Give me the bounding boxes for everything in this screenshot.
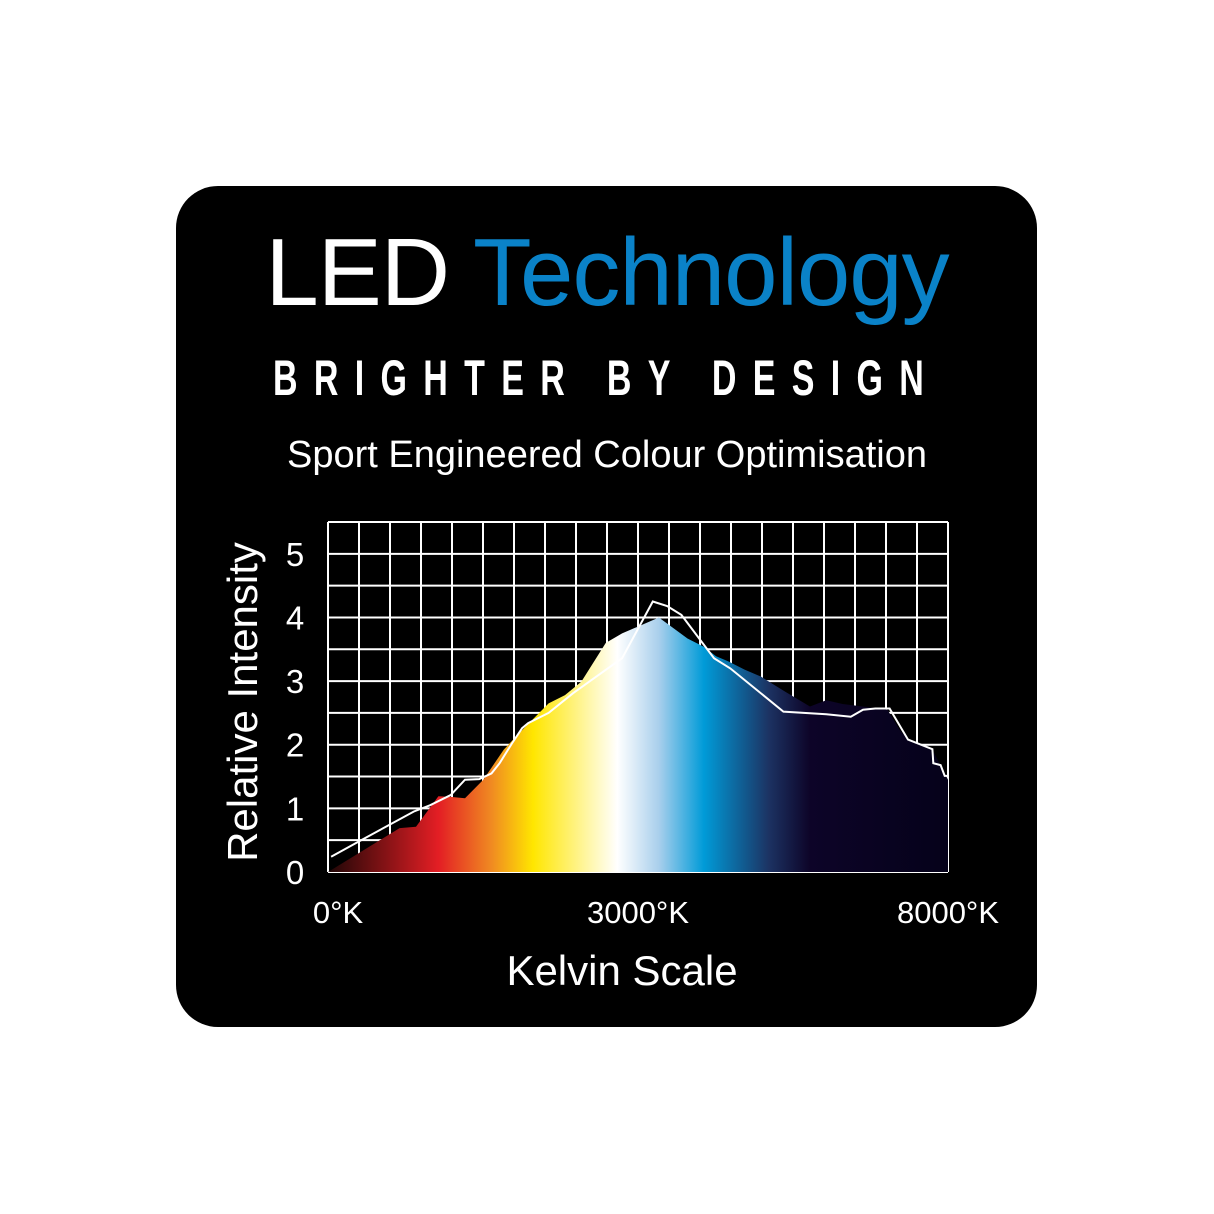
tagline-text: BRIGHTER BY DESIGN xyxy=(273,350,941,406)
x-tick-label: 8000°K xyxy=(897,895,999,930)
y-tick-label: 1 xyxy=(286,790,304,827)
y-tick-label: 5 xyxy=(286,536,304,573)
spectrum-area xyxy=(328,617,948,872)
y-tick-label: 4 xyxy=(286,599,304,636)
intensity-line xyxy=(330,600,948,858)
page-title: LED Technology xyxy=(0,218,1214,328)
y-axis-title: Relative Intensity xyxy=(219,542,266,862)
y-tick-label: 3 xyxy=(286,663,304,700)
tagline: BRIGHTER BY DESIGN xyxy=(0,348,1214,408)
y-tick-label: 2 xyxy=(286,727,304,764)
title-led: LED xyxy=(265,219,450,326)
subtitle: Sport Engineered Colour Optimisation xyxy=(286,434,927,476)
x-axis-title: Kelvin Scale xyxy=(506,947,737,994)
title-technology: Technology xyxy=(473,219,950,326)
x-tick-label: 3000°K xyxy=(587,895,689,930)
y-tick-label: 0 xyxy=(286,854,304,891)
x-tick-label: 0°K xyxy=(313,895,364,930)
